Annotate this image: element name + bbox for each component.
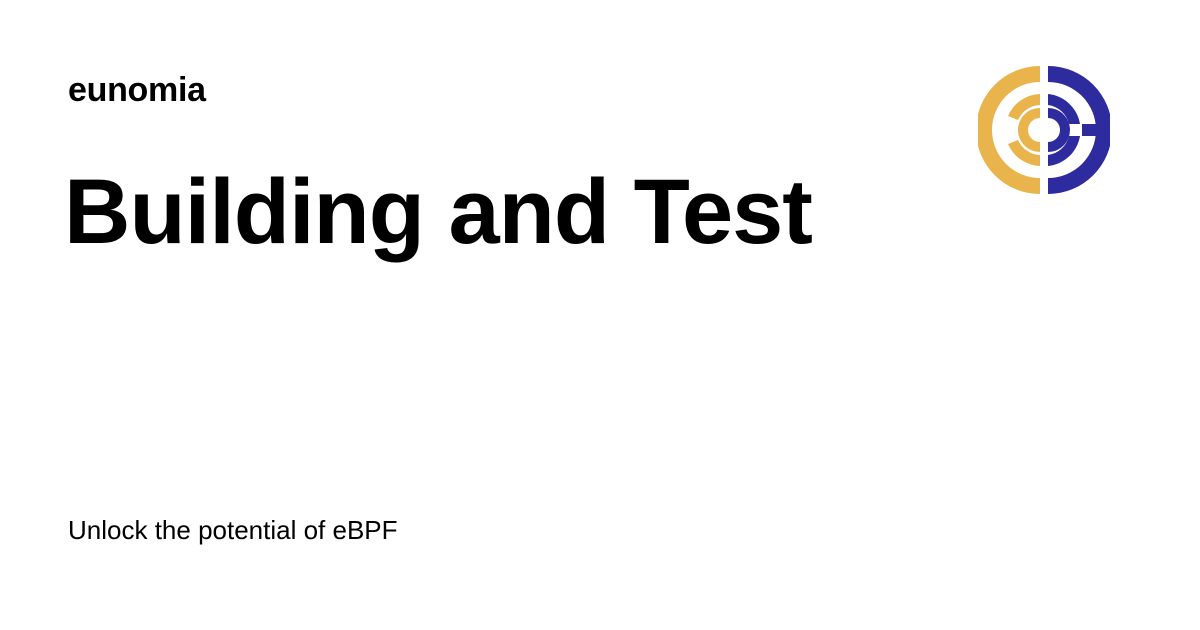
- eunomia-logo-icon: [978, 66, 1110, 194]
- page-title: Building and Test: [64, 161, 813, 263]
- site-name: eunomia: [68, 71, 206, 109]
- logo-right-half: [1048, 66, 1110, 194]
- page-tagline: Unlock the potential of eBPF: [68, 515, 398, 545]
- logo-left-half: [978, 66, 1040, 194]
